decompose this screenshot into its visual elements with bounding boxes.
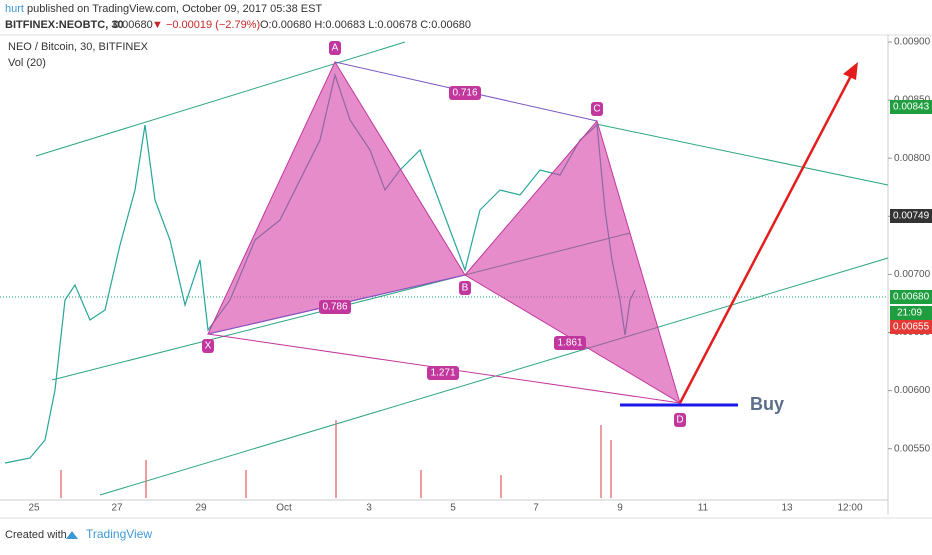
- published: published on TradingView.com, October 09…: [27, 3, 322, 15]
- last-price: 0.00680: [113, 19, 153, 31]
- time-label: 12:00: [837, 503, 862, 514]
- badge-bg: [890, 209, 932, 223]
- time-label: 27: [111, 503, 123, 514]
- ohlc: O:0.00680 H:0.00683 L:0.00678 C:0.00680: [260, 19, 471, 31]
- time-label: 29: [195, 503, 207, 514]
- channel-right: [595, 123, 889, 186]
- badge: 21:09: [897, 308, 922, 319]
- badge: 0.00655: [893, 322, 930, 333]
- ratio-label: 1.861: [557, 338, 582, 349]
- footer-brand[interactable]: TradingView: [86, 527, 152, 541]
- logo: [66, 531, 78, 539]
- badge-bg: [890, 100, 932, 114]
- point-label: A: [332, 43, 339, 54]
- time-label: 13: [781, 503, 793, 514]
- time-label: 7: [533, 503, 539, 514]
- ratio-label: 1.271: [430, 368, 455, 379]
- legend-title: NEO / Bitcoin, 30, BITFINEX: [8, 41, 149, 53]
- time-label: 9: [617, 503, 623, 514]
- point-badge: [591, 102, 603, 116]
- symbol: BITFINEX:NEOBTC, 30: [5, 19, 124, 31]
- ratio-label: 0.786: [322, 302, 347, 313]
- channel-top: [35, 41, 406, 157]
- point-badge: [202, 339, 214, 353]
- ratio-badge: [449, 86, 481, 100]
- price-label: 0.00700: [894, 269, 931, 280]
- volume-bars: [60, 420, 612, 498]
- point-label: D: [676, 415, 683, 426]
- price-label: 0.00550: [894, 443, 931, 454]
- point-label: B: [462, 283, 469, 294]
- point-label: C: [593, 104, 600, 115]
- ratio-badge: [319, 300, 351, 314]
- badge-bg: [890, 320, 932, 334]
- badge: 0.00680: [893, 292, 930, 303]
- ratio-badge: [427, 366, 459, 380]
- ratio-label: 0.716: [452, 88, 477, 99]
- badge: 0.00749: [893, 211, 930, 222]
- badge-bg: [890, 290, 932, 304]
- time-label: 11: [698, 503, 709, 514]
- time-label: 3: [366, 503, 372, 514]
- point-badge: [459, 281, 471, 295]
- price-label: 0.00900: [894, 37, 931, 48]
- point-badge: [329, 41, 341, 55]
- legend-indicator: Vol (20): [8, 57, 46, 69]
- price-label: 0.00600: [894, 385, 931, 396]
- ratio-badge: [554, 336, 586, 350]
- point-label: X: [205, 341, 212, 352]
- arrow-head: [843, 62, 858, 80]
- author[interactable]: hurt: [5, 3, 24, 15]
- point-badge: [674, 413, 686, 427]
- time-label: Oct: [276, 503, 292, 514]
- time-label: 25: [28, 503, 40, 514]
- badge: 0.00843: [893, 102, 930, 113]
- target-arrow: [678, 69, 856, 404]
- price-label: 0.00800: [894, 153, 931, 164]
- badge-bg: [890, 306, 932, 320]
- change: ▼ −0.00019 (−2.79%): [152, 19, 260, 31]
- buy-label: Buy: [750, 394, 784, 414]
- time-label: 5: [450, 503, 456, 514]
- footer-created: Created with: [5, 529, 67, 541]
